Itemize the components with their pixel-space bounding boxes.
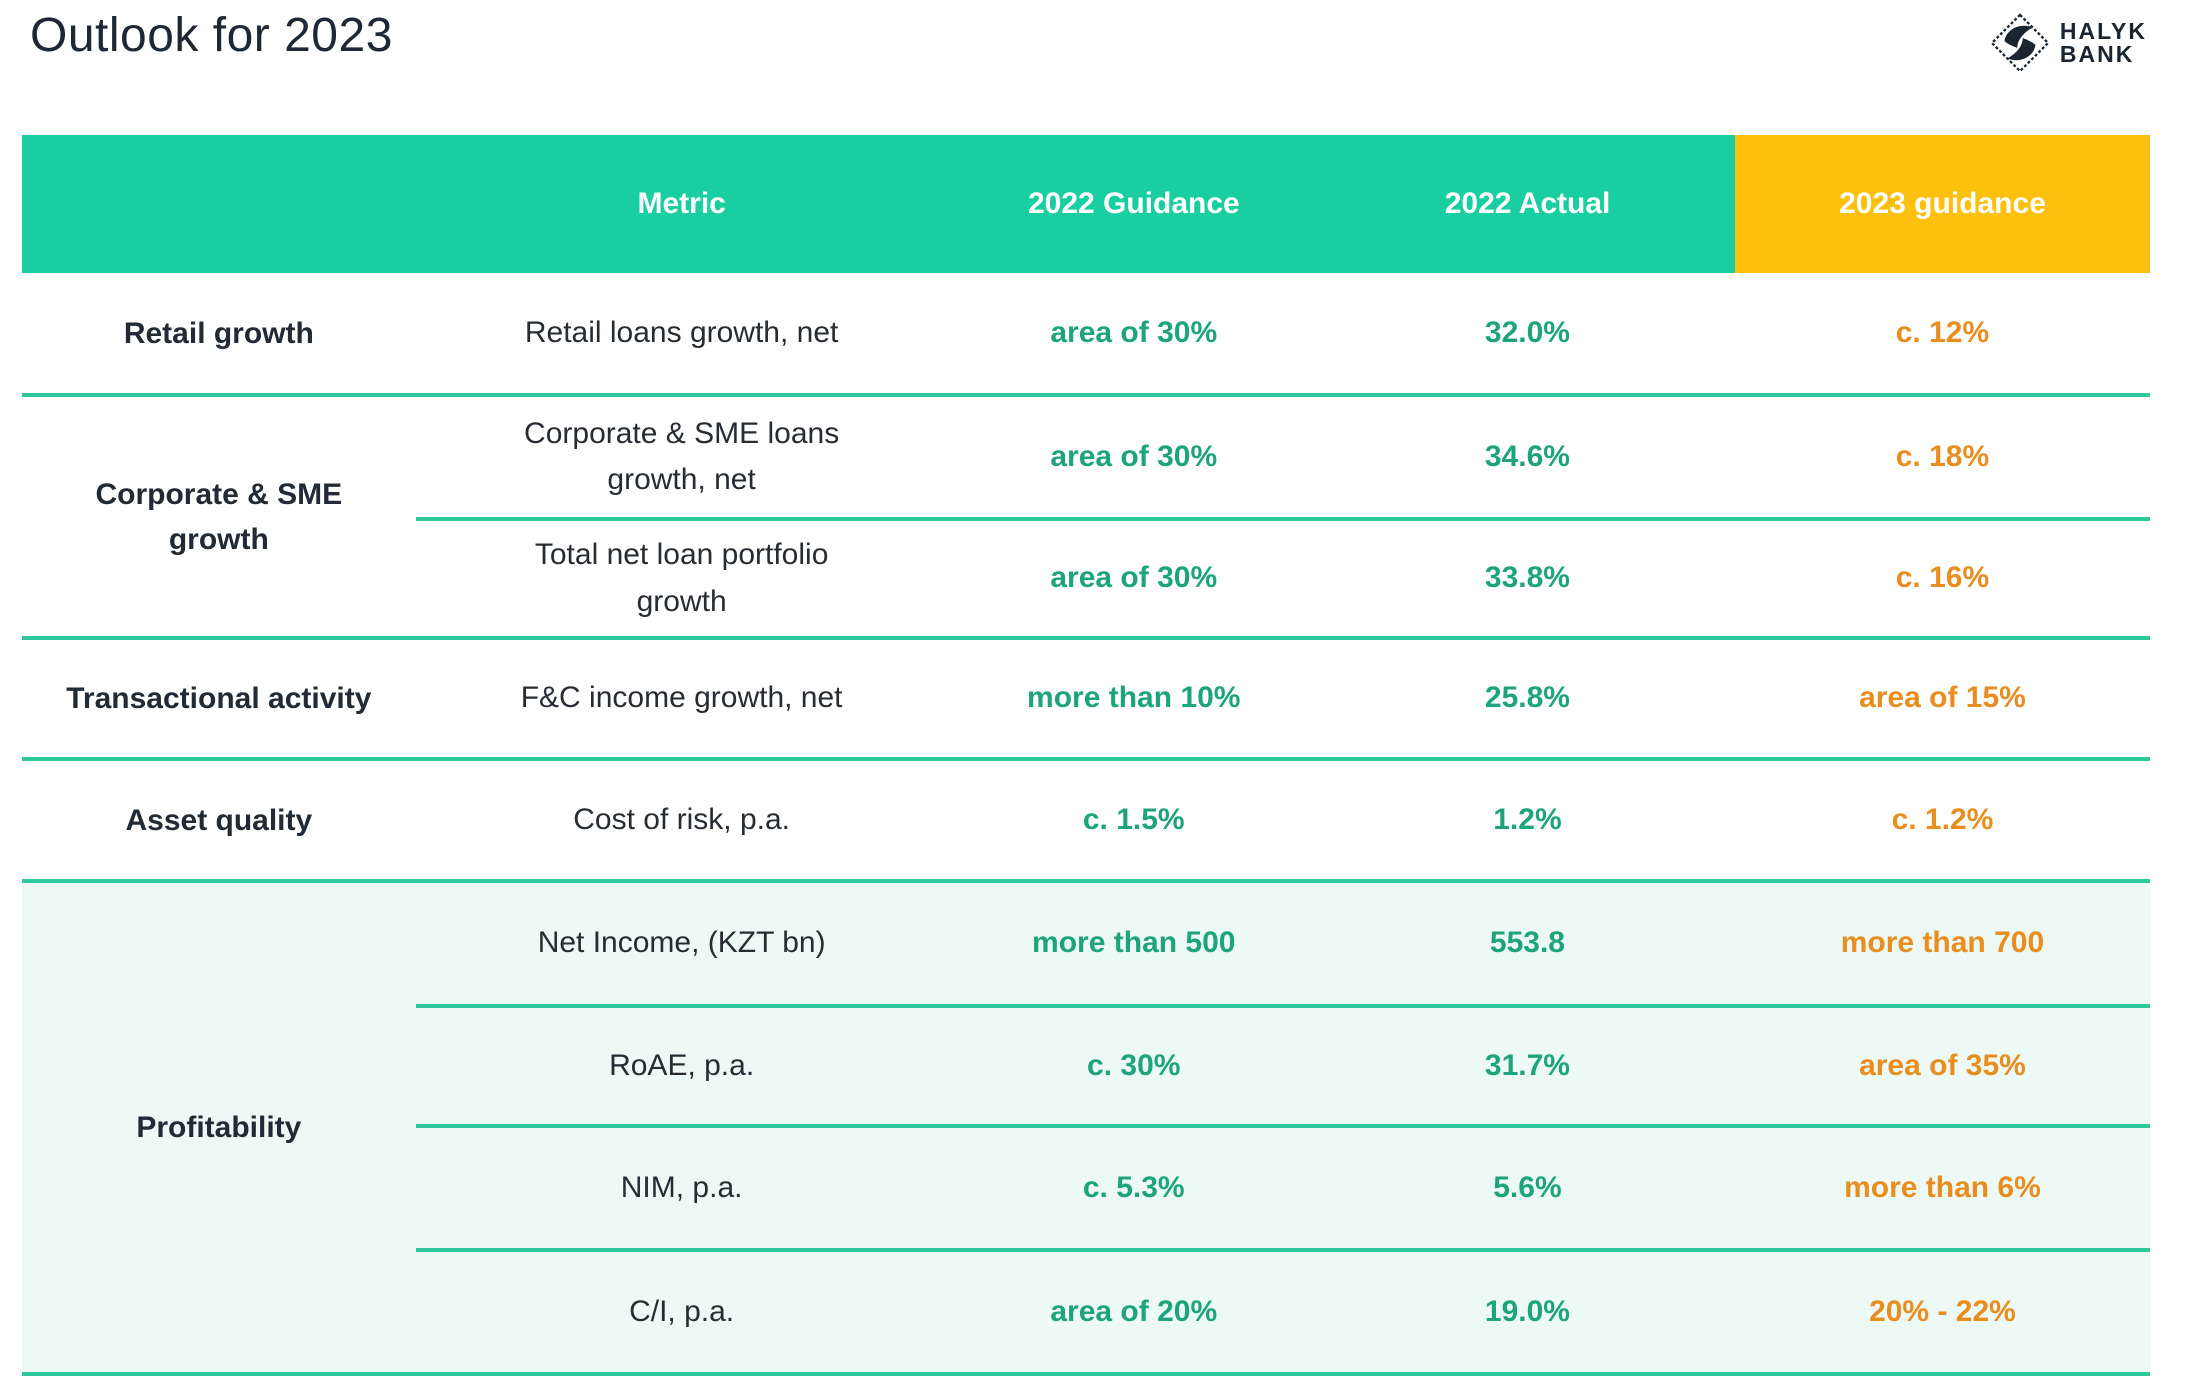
table-row: Total net loan portfolio growth area of 3… bbox=[415, 517, 2150, 636]
table-body: Retail growth Retail loans growth, net are… bbox=[22, 273, 2150, 1376]
metric-cell: Net Income, (KZT bn) bbox=[537, 926, 826, 960]
guidance-2022-cell: c. 30% bbox=[1087, 1048, 1181, 1082]
actual-2022-cell: 31.7% bbox=[1484, 1048, 1570, 1082]
guidance-2023-cell: c. 1.2% bbox=[1891, 802, 1994, 836]
table-row: Cost of risk, p.a. c. 1.5% 1.2% c. 1.2% bbox=[416, 761, 2150, 879]
category-cell: Transactional activity bbox=[66, 682, 372, 715]
actual-2022-cell: 5.6% bbox=[1493, 1170, 1562, 1204]
group-rows: Net Income, (KZT bn) more than 500 553.8 mo… bbox=[415, 883, 2150, 1372]
table-group-retail-growth: Retail growth Retail loans growth, net are… bbox=[22, 273, 2150, 397]
table-group-asset-quality: Asset quality Cost of risk, p.a. c. 1.5% 1.… bbox=[22, 761, 2150, 883]
guidance-2023-cell: c. 18% bbox=[1895, 439, 1990, 473]
logo-line-2: BANK bbox=[2059, 41, 2135, 67]
guidance-2023-cell: more than 700 bbox=[1840, 926, 2045, 960]
guidance-2022-cell: area of 30% bbox=[1050, 315, 1218, 349]
header-empty bbox=[22, 135, 416, 273]
guidance-2023-cell: c. 16% bbox=[1895, 561, 1990, 595]
guidance-2022-cell: more than 10% bbox=[1027, 681, 1241, 715]
table-row: C/I, p.a. area of 20% 19.0% 20% - 22% bbox=[415, 1248, 2150, 1372]
guidance-2022-cell: area of 30% bbox=[1050, 439, 1218, 473]
table-group-transactional-activity: Transactional activity F&C income growth,… bbox=[22, 640, 2150, 761]
actual-2022-cell: 553.8 bbox=[1489, 926, 1565, 960]
header-2023-guidance: 2023 guidance bbox=[1735, 135, 2150, 273]
actual-2022-cell: 25.8% bbox=[1484, 681, 1570, 715]
table-row: Net Income, (KZT bn) more than 500 553.8 mo… bbox=[416, 883, 2150, 1004]
header-2022-actual: 2022 Actual bbox=[1320, 135, 1736, 273]
halyk-bank-wordmark: HALYK BANK bbox=[2060, 20, 2147, 65]
table-row: F&C income growth, net more than 10% 25.8%… bbox=[416, 640, 2150, 757]
actual-2022-cell: 33.8% bbox=[1484, 561, 1570, 595]
category-cell: Asset quality bbox=[125, 803, 313, 837]
logo-line-1: HALYK bbox=[2059, 18, 2147, 45]
guidance-2023-cell: c. 12% bbox=[1895, 315, 1990, 349]
guidance-2023-cell: more than 6% bbox=[1844, 1170, 2041, 1204]
table-row: NIM, p.a. c. 5.3% 5.6% more than 6% bbox=[415, 1124, 2150, 1248]
table-group-profitability: Profitability Net Income, (KZT bn) more th… bbox=[22, 883, 2150, 1376]
header-metric: Metric bbox=[415, 135, 948, 273]
table-group-corporate-sme-growth: Corporate & SME growth Corporate & SME lo… bbox=[22, 397, 2150, 640]
actual-2022-cell: 32.0% bbox=[1484, 315, 1570, 349]
actual-2022-cell: 1.2% bbox=[1493, 802, 1562, 836]
guidance-2022-cell: area of 30% bbox=[1050, 561, 1218, 595]
category-cell: Retail growth bbox=[123, 316, 314, 350]
metric-cell: C/I, p.a. bbox=[629, 1294, 735, 1328]
table-row: RoAE, p.a. c. 30% 31.7% area of 35% bbox=[415, 1004, 2150, 1124]
category-cell: Corporate & SME growth bbox=[95, 477, 343, 556]
guidance-2023-cell: area of 35% bbox=[1859, 1048, 2026, 1082]
category-cell: Profitability bbox=[136, 1111, 302, 1144]
actual-2022-cell: 34.6% bbox=[1484, 439, 1570, 473]
group-rows: Cost of risk, p.a. c. 1.5% 1.2% c. 1.2% bbox=[416, 761, 2150, 879]
table-header-row: Metric 2022 Guidance 2022 Actual 2023 gu… bbox=[22, 135, 2150, 273]
table-row: Retail loans growth, net area of 30% 32.0%… bbox=[416, 273, 2150, 393]
group-rows: Corporate & SME loans growth, net area of… bbox=[415, 397, 2150, 636]
guidance-2023-cell: 20% - 22% bbox=[1869, 1294, 2016, 1328]
group-rows: Retail loans growth, net area of 30% 32.0%… bbox=[416, 273, 2150, 393]
header-2022-guidance: 2022 Guidance bbox=[947, 135, 1321, 273]
guidance-2022-cell: area of 20% bbox=[1050, 1294, 1218, 1328]
metric-cell: Total net loan portfolio growth bbox=[534, 538, 829, 618]
guidance-2022-cell: c. 5.3% bbox=[1082, 1170, 1185, 1204]
metric-cell: NIM, p.a. bbox=[620, 1170, 743, 1204]
page-title: Outlook for 2023 bbox=[30, 9, 393, 62]
actual-2022-cell: 19.0% bbox=[1484, 1294, 1570, 1328]
guidance-2022-cell: c. 1.5% bbox=[1082, 802, 1185, 836]
group-rows: F&C income growth, net more than 10% 25.8%… bbox=[416, 640, 2150, 757]
metric-cell: Cost of risk, p.a. bbox=[573, 802, 790, 836]
outlook-table: Metric 2022 Guidance 2022 Actual 2023 gu… bbox=[22, 135, 2150, 1376]
metric-cell: Corporate & SME loans growth, net bbox=[524, 416, 840, 497]
halyk-bank-logo: HALYK BANK bbox=[1989, 12, 2147, 74]
halyk-diamond-icon bbox=[1990, 13, 2050, 73]
metric-cell: RoAE, p.a. bbox=[609, 1048, 755, 1082]
guidance-2023-cell: area of 15% bbox=[1859, 681, 2026, 715]
metric-cell: Retail loans growth, net bbox=[524, 315, 839, 349]
guidance-2022-cell: more than 500 bbox=[1032, 926, 1236, 960]
metric-cell: F&C income growth, net bbox=[520, 681, 843, 715]
table-row: Corporate & SME loans growth, net area of… bbox=[416, 397, 2150, 517]
